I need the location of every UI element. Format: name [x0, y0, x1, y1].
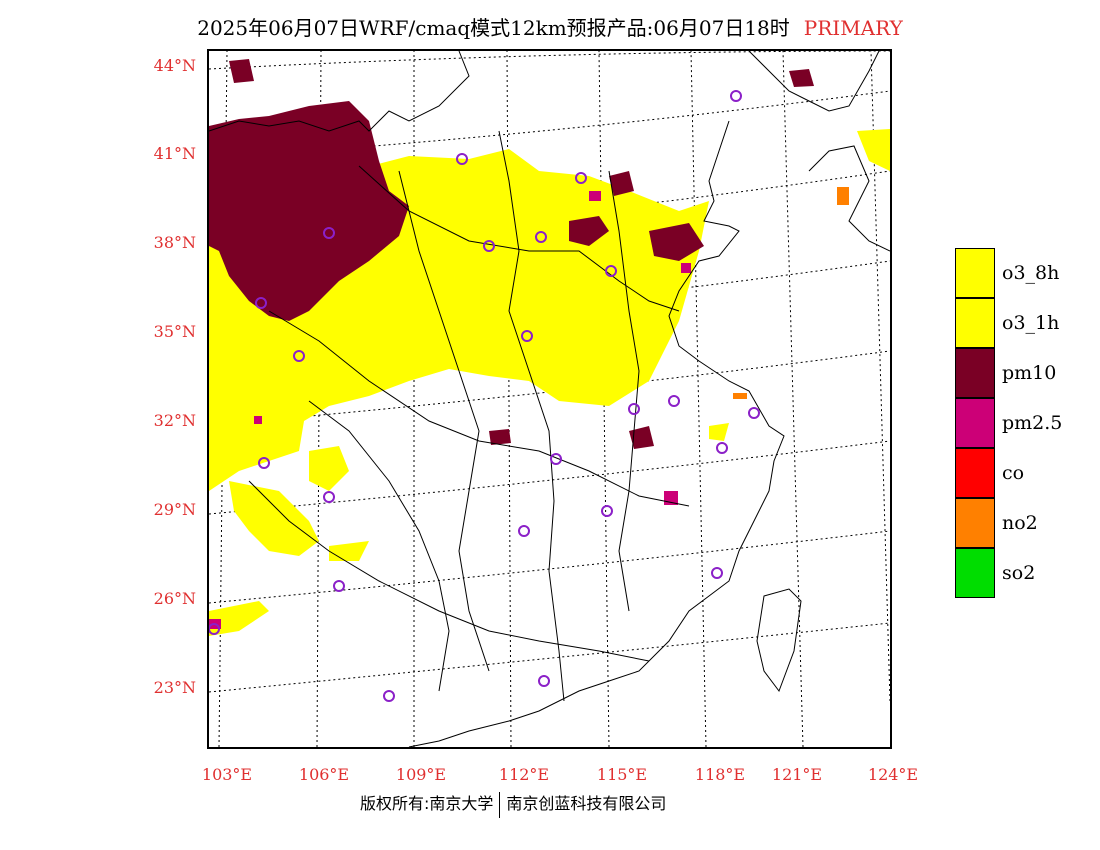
legend-label: no2: [1002, 512, 1038, 534]
legend-label: co: [1002, 462, 1025, 484]
lon-label-118: 118°E: [694, 765, 746, 784]
lon-label-121: 121°E: [771, 765, 823, 784]
copyright-footer: 版权所有:南京大学 南京创蓝科技有限公司: [360, 790, 666, 818]
no2-spots: [733, 187, 849, 399]
lat-label-26: 26°N: [153, 589, 196, 608]
legend-label: o3_8h: [1002, 262, 1060, 284]
lat-label-29: 29°N: [153, 500, 196, 519]
lon-label-106: 106°E: [298, 765, 350, 784]
title-text: 2025年06月07日WRF/cmaq模式12km预报产品:06月07日18时: [197, 16, 790, 40]
legend-swatch: [955, 448, 995, 498]
station-markers: [209, 90, 760, 702]
map-title: 2025年06月07日WRF/cmaq模式12km预报产品:06月07日18时 P…: [0, 12, 1100, 41]
lat-label-23: 23°N: [153, 678, 196, 697]
title-tag: PRIMARY: [803, 16, 903, 40]
legend-label: pm2.5: [1002, 412, 1063, 434]
lon-label-115: 115°E: [596, 765, 648, 784]
lat-label-32: 32°N: [153, 411, 196, 430]
pm10-region: [209, 59, 814, 449]
lon-label-103: 103°E: [201, 765, 253, 784]
lat-label-44: 44°N: [153, 56, 196, 75]
legend-swatch: [955, 298, 995, 348]
legend-swatch: [955, 398, 995, 448]
lon-label-112: 112°E: [498, 765, 550, 784]
lat-label-35: 35°N: [153, 322, 196, 341]
legend-label: o3_1h: [1002, 312, 1060, 334]
boundaries: [209, 51, 890, 747]
copyright-owner: 版权所有:南京大学: [360, 794, 494, 813]
lat-label-41: 41°N: [153, 144, 196, 163]
copyright-company: 南京创蓝科技有限公司: [506, 794, 667, 813]
lon-label-109: 109°E: [395, 765, 447, 784]
legend-label: so2: [1002, 562, 1036, 584]
footer-divider: [499, 791, 501, 818]
lat-label-38: 38°N: [153, 233, 196, 252]
legend-swatch: [955, 348, 995, 398]
lon-label-124: 124°E: [867, 765, 919, 784]
legend-swatch: [955, 498, 995, 548]
map-panel: [207, 49, 892, 749]
legend-swatch: [955, 548, 995, 598]
legend-swatch: [955, 248, 995, 298]
legend-label: pm10: [1002, 362, 1057, 384]
pollution-map: [209, 51, 890, 747]
